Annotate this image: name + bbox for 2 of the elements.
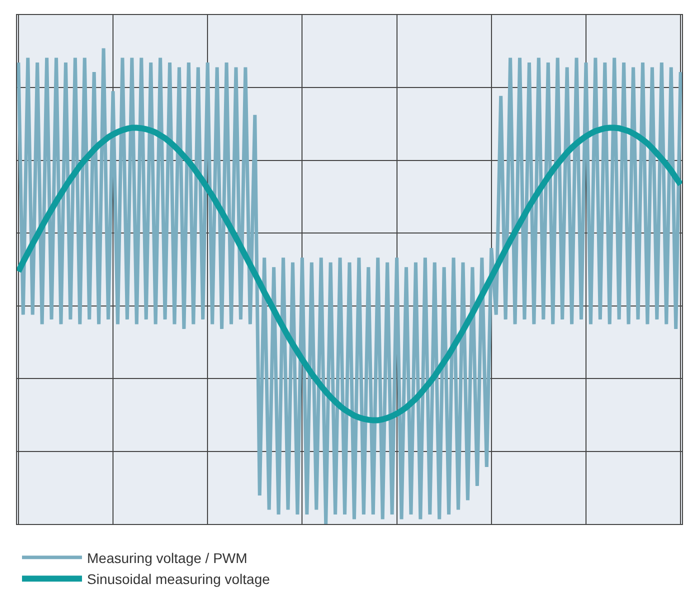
legend-label: Sinusoidal measuring voltage	[87, 571, 270, 588]
legend-label: Measuring voltage / PWM	[87, 550, 248, 566]
